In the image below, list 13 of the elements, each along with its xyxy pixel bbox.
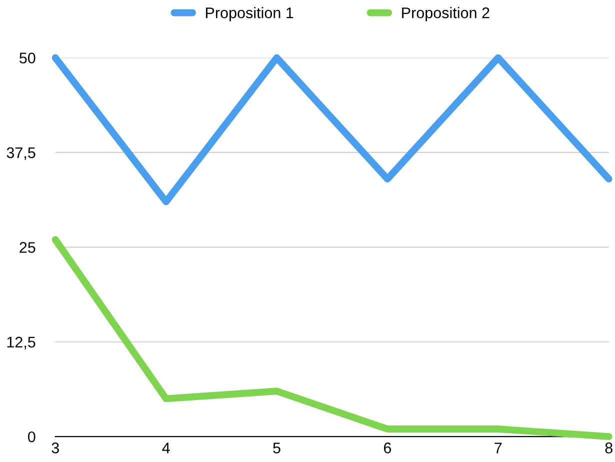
x-tick-label: 4 [162,442,170,454]
x-tick-label: 5 [273,442,280,454]
x-tick-label: 6 [384,442,392,454]
y-tick-label: 12,5 [7,336,36,350]
legend-label: Proposition 1 [206,7,294,22]
x-tick-label: 3 [52,442,59,454]
legend-label: Proposition 2 [402,7,490,22]
y-tick-label: 0 [28,431,36,442]
x-tick-label: 7 [494,442,502,454]
x-tick-label: 8 [605,442,612,454]
y-tick-label: 50 [20,52,36,64]
y-tick-label: 25 [20,242,36,253]
y-tick-label: 37,5 [6,147,36,160]
